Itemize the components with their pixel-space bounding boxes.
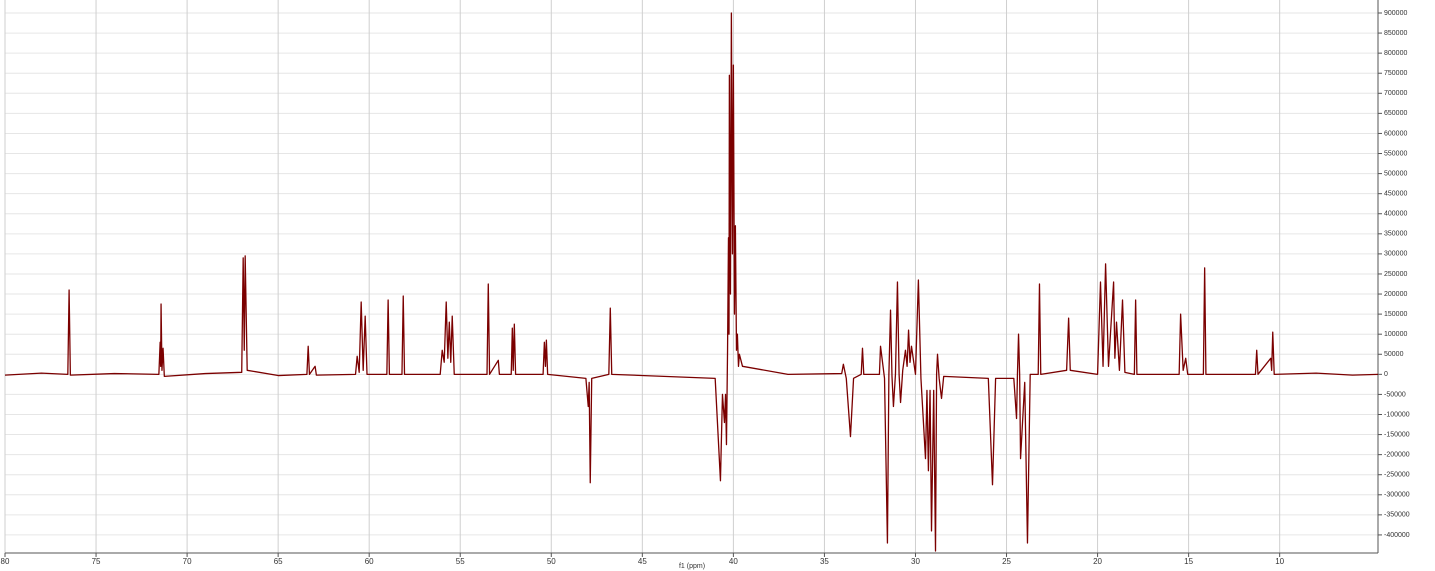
x-tick-label: 30 xyxy=(911,557,920,566)
y-tick-label: 150000 xyxy=(1384,311,1407,318)
y-tick-label: -250000 xyxy=(1384,472,1410,479)
y-tick-label: -100000 xyxy=(1384,411,1410,418)
spectrum-line xyxy=(4,12,1379,552)
x-tick-label: 60 xyxy=(365,557,374,566)
x-tick-label: 70 xyxy=(183,557,192,566)
y-tick-label: 900000 xyxy=(1384,10,1407,17)
y-tick-label: 400000 xyxy=(1384,211,1407,218)
y-tick-label: 450000 xyxy=(1384,191,1407,198)
x-tick-label: 65 xyxy=(274,557,283,566)
x-tick-label: 20 xyxy=(1093,557,1102,566)
y-tick-label: 850000 xyxy=(1384,30,1407,37)
y-tick-label: 650000 xyxy=(1384,110,1407,117)
x-tick-label: 15 xyxy=(1184,557,1193,566)
y-tick-label: -200000 xyxy=(1384,451,1410,458)
y-tick-label: 100000 xyxy=(1384,331,1407,338)
y-tick-label: -400000 xyxy=(1384,532,1410,539)
y-tick-label: 600000 xyxy=(1384,130,1407,137)
x-tick-label: 50 xyxy=(547,557,556,566)
y-tick-label: -350000 xyxy=(1384,512,1410,519)
x-tick-label: 40 xyxy=(729,557,738,566)
y-tick-label: 500000 xyxy=(1384,170,1407,177)
y-tick-label: 550000 xyxy=(1384,150,1407,157)
y-tick-label: 750000 xyxy=(1384,70,1407,77)
y-tick-label: -50000 xyxy=(1384,391,1406,398)
x-tick-label: 45 xyxy=(638,557,647,566)
x-tick-label: 35 xyxy=(820,557,829,566)
y-tick-label: 250000 xyxy=(1384,271,1407,278)
y-tick-label: 0 xyxy=(1384,371,1388,378)
x-tick-label: 80 xyxy=(1,557,10,566)
y-tick-label: -150000 xyxy=(1384,431,1410,438)
y-tick-label: 350000 xyxy=(1384,231,1407,238)
x-axis-label: f1 (ppm) xyxy=(679,563,705,570)
x-tick-label: 55 xyxy=(456,557,465,566)
y-tick-label: 200000 xyxy=(1384,291,1407,298)
y-tick-label: 700000 xyxy=(1384,90,1407,97)
y-tick-label: 300000 xyxy=(1384,251,1407,258)
y-tick-label: 50000 xyxy=(1384,351,1404,358)
x-tick-label: 25 xyxy=(1002,557,1011,566)
x-tick-label: 10 xyxy=(1275,557,1284,566)
x-tick-label: 75 xyxy=(92,557,101,566)
y-tick-label: -300000 xyxy=(1384,492,1410,499)
y-tick-label: 800000 xyxy=(1384,50,1407,57)
